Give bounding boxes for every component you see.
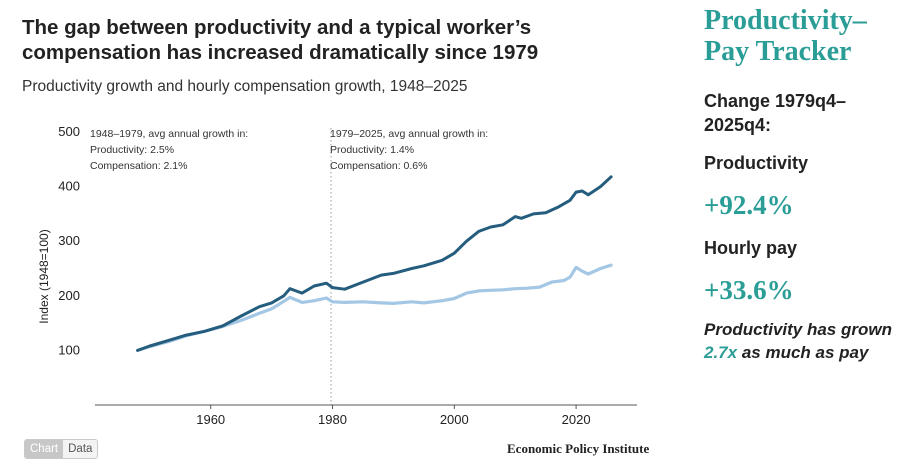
x-tick-label: 1980 <box>318 412 347 427</box>
line-chart: 100 200 300 400 500 1960 1980 2000 2020 Index (19… <box>37 124 637 427</box>
compensation-series-line <box>136 263 613 352</box>
hourly-pay-label: Hourly pay <box>704 238 798 258</box>
x-tick-label: 2020 <box>562 412 591 427</box>
view-toggle: Chart Data <box>24 439 99 459</box>
chart-view-button[interactable]: Chart <box>25 440 64 458</box>
period-label: Change 1979q4–2025q4: <box>704 91 847 135</box>
data-view-button[interactable]: Data <box>63 440 98 458</box>
productivity-change-value: +92.4% <box>704 190 794 220</box>
summary-text-end: as much as pay <box>737 343 869 362</box>
annotation-line: Compensation: 2.1% <box>90 160 187 172</box>
chart-title: The gap between productivity and a typic… <box>22 16 539 64</box>
annotation-heading: 1979–2025, avg annual growth in: <box>330 128 488 140</box>
annotation-line: Productivity: 2.5% <box>90 144 174 156</box>
y-tick-label: 200 <box>58 288 80 303</box>
productivity-series-line <box>136 175 613 352</box>
annotation-line: Productivity: 1.4% <box>330 144 414 156</box>
y-tick-label: 100 <box>58 342 80 357</box>
annotation-line: Compensation: 0.6% <box>330 160 427 172</box>
hourly-pay-change-value: +33.6% <box>704 275 794 305</box>
y-tick-label: 500 <box>58 124 80 139</box>
chart-subtitle: Productivity growth and hourly compensat… <box>22 78 468 95</box>
annotation-heading: 1948–1979, avg annual growth in: <box>90 128 248 140</box>
growth-summary: Productivity has grown 2.7x as much as p… <box>704 318 899 364</box>
y-axis-title: Index (1948=100) <box>37 229 51 323</box>
plot-area: 100 200 300 400 500 1960 1980 2000 2020 Index (19… <box>37 124 637 427</box>
x-tick-label: 2000 <box>440 412 469 427</box>
y-tick-label: 300 <box>58 233 80 248</box>
x-tick-label: 1960 <box>196 412 225 427</box>
y-tick-label: 400 <box>58 179 80 194</box>
tracker-title: Productivity–Pay Tracker <box>704 5 867 67</box>
source-credit: Economic Policy Institute <box>507 441 650 456</box>
summary-text-start: Productivity has grown <box>704 320 892 339</box>
productivity-label: Productivity <box>704 153 809 173</box>
summary-ratio: 2.7x <box>704 343 738 362</box>
